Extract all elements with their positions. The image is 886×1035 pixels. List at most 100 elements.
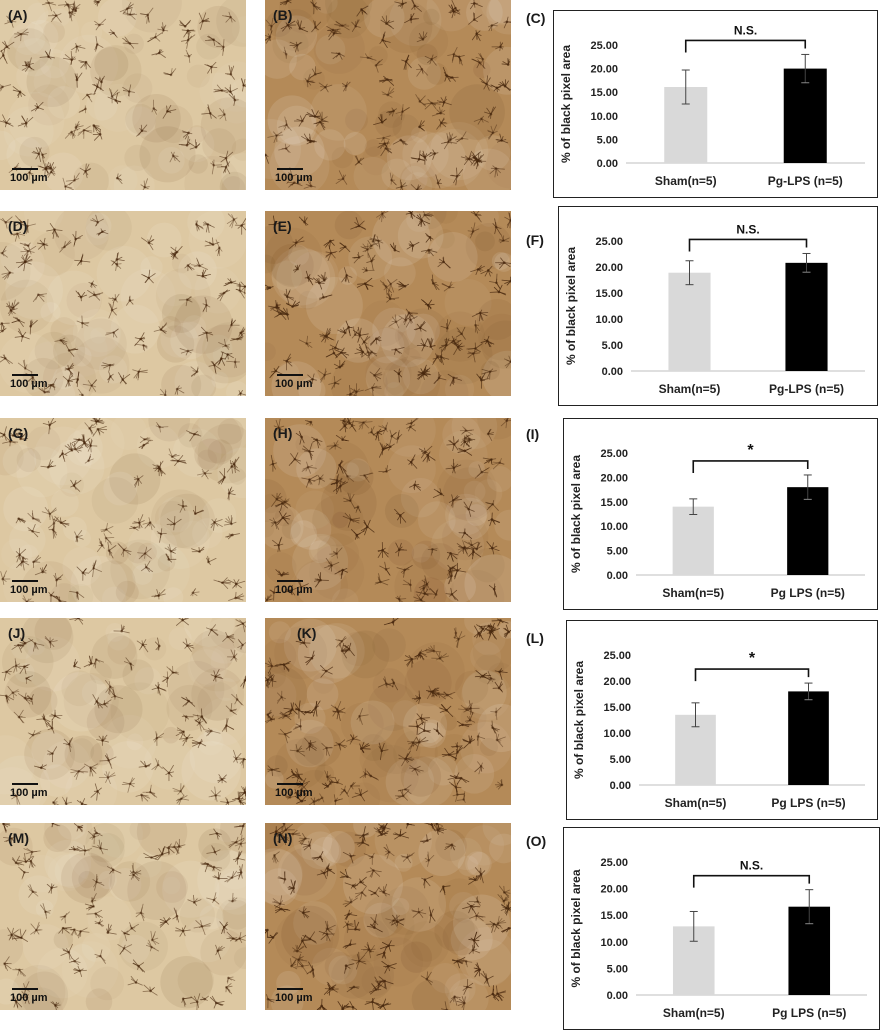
y-tick-label: 25.00 [595, 236, 623, 248]
significance-bracket [692, 460, 809, 473]
panel-label: (D) [8, 218, 28, 234]
tissue-image [0, 823, 246, 1010]
scale-bar-label: 100 µm [10, 172, 48, 184]
scale-bar-label: 100 µm [275, 172, 313, 184]
chart-svg: % of black pixel area 0.00 5.00 10.00 15.00 2… [569, 442, 865, 600]
scale-bar-label: 100 µm [275, 584, 313, 596]
panel-label: (E) [273, 218, 292, 234]
tissue-image [265, 211, 511, 396]
significance-label: * [749, 650, 756, 667]
y-tick-label: 0.00 [602, 366, 623, 378]
scale-bar: 100 µm [10, 168, 48, 184]
panel-label: (A) [8, 7, 28, 23]
bar-chart-c: % of black pixel area 0.00 5.00 10.00 15.00 2… [553, 10, 878, 198]
chart-svg: % of black pixel area 0.00 5.00 10.00 15.00 2… [559, 23, 865, 188]
significance-bracket [688, 238, 808, 252]
micrograph-e: (E) 100 µm [265, 211, 511, 396]
micrograph-n: (N) 100 µm [265, 823, 511, 1010]
chart-letter-f: (F) [526, 232, 544, 248]
chart-svg: % of black pixel area 0.00 5.00 10.00 15.00 2… [569, 857, 867, 1020]
x-tick-label: Pg-LPS (n=5) [768, 174, 843, 188]
panel-label: (M) [8, 830, 29, 846]
y-tick-label: 25.00 [600, 857, 628, 869]
x-tick-label: Pg LPS (n=5) [771, 586, 845, 600]
y-tick-label: 5.00 [602, 340, 623, 352]
y-tick-label: 25.00 [590, 40, 618, 52]
y-tick-label: 5.00 [597, 134, 618, 146]
significance-bracket [694, 668, 810, 682]
tissue-image [265, 0, 511, 190]
scale-bar: 100 µm [10, 988, 48, 1004]
y-tick-label: 10.00 [600, 521, 628, 533]
bar-pg-lps [788, 691, 829, 785]
scale-bar: 100 µm [275, 783, 313, 799]
scale-bar: 100 µm [275, 580, 313, 596]
y-tick-label: 25.00 [603, 650, 631, 662]
x-tick-label: Pg LPS (n=5) [772, 1006, 846, 1020]
x-tick-label: Pg LPS (n=5) [771, 796, 845, 810]
x-tick-label: Sham(n=5) [665, 796, 727, 810]
bar-chart-o: % of black pixel area 0.00 5.00 10.00 15.00 2… [563, 827, 880, 1030]
y-tick-label: 0.00 [610, 780, 631, 792]
scale-bar-label: 100 µm [10, 992, 48, 1004]
x-tick-label: Sham(n=5) [659, 382, 721, 396]
y-tick-label: 0.00 [607, 990, 628, 1002]
y-tick-label: 20.00 [603, 676, 631, 688]
bar-chart-f: % of black pixel area 0.00 5.00 10.00 15.00 2… [558, 206, 878, 406]
bar-pg-lps [783, 68, 827, 163]
y-tick-label: 15.00 [590, 87, 618, 99]
micrograph-b: (B) 100 µm [265, 0, 511, 190]
panel-label: (K) [297, 625, 317, 641]
chart-svg: % of black pixel area 0.00 5.00 10.00 15.00 2… [572, 650, 865, 810]
y-tick-label: 20.00 [600, 472, 628, 484]
y-tick-label: 25.00 [600, 448, 628, 460]
bar-chart-l: % of black pixel area 0.00 5.00 10.00 15.00 2… [566, 620, 878, 820]
bar-pg-lps [785, 262, 828, 371]
x-tick-label: Sham(n=5) [662, 586, 724, 600]
y-tick-label: 15.00 [595, 288, 623, 300]
y-tick-label: 5.00 [607, 963, 628, 975]
scale-bar: 100 µm [10, 580, 48, 596]
y-tick-label: 5.00 [607, 546, 628, 558]
scale-bar: 100 µm [275, 168, 313, 184]
micrograph-d: (D) 100 µm [0, 211, 246, 396]
significance-label: N.S. [734, 23, 757, 37]
chart-letter-o: (O) [526, 833, 547, 849]
chart-letter-l: (L) [526, 630, 544, 646]
y-tick-label: 10.00 [595, 314, 623, 326]
panel-label: (J) [8, 625, 26, 641]
y-axis-label: % of black pixel area [569, 869, 583, 987]
significance-bracket [692, 874, 811, 888]
micrograph-a: (A) 100 µm [0, 0, 246, 190]
y-axis-label: % of black pixel area [564, 247, 578, 365]
scale-bar-label: 100 µm [275, 992, 313, 1004]
tissue-image [0, 0, 246, 190]
y-axis-label: % of black pixel area [572, 661, 586, 779]
x-tick-label: Sham(n=5) [655, 174, 717, 188]
y-tick-label: 20.00 [595, 262, 623, 274]
x-tick-label: Pg-LPS (n=5) [769, 382, 844, 396]
significance-label: N.S. [740, 859, 763, 873]
tissue-image [265, 418, 511, 602]
significance-label: N.S. [736, 222, 759, 236]
y-tick-label: 5.00 [610, 754, 631, 766]
y-axis-label: % of black pixel area [559, 45, 573, 163]
micrograph-m: (M) 100 µm [0, 823, 246, 1010]
chart-letter-i: (I) [526, 426, 540, 442]
scale-bar-label: 100 µm [10, 584, 48, 596]
micrograph-h: (H) 100 µm [265, 418, 511, 602]
scale-bar: 100 µm [275, 374, 313, 390]
y-tick-label: 15.00 [603, 702, 631, 714]
scale-bar: 100 µm [275, 988, 313, 1004]
scale-bar-label: 100 µm [10, 787, 48, 799]
y-tick-label: 0.00 [607, 570, 628, 582]
y-axis-label: % of black pixel area [569, 455, 583, 573]
scale-bar: 100 µm [10, 783, 48, 799]
tissue-image [265, 823, 511, 1010]
tissue-image [0, 618, 246, 805]
y-tick-label: 15.00 [600, 910, 628, 922]
panel-label: (G) [8, 425, 29, 441]
bar-sham [672, 506, 714, 575]
y-tick-label: 20.00 [600, 884, 628, 896]
scale-bar: 100 µm [10, 374, 48, 390]
